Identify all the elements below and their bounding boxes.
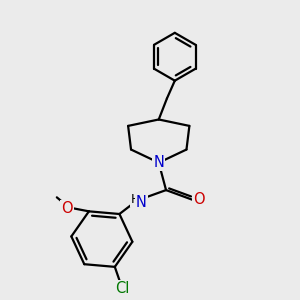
Text: N: N [136,195,147,210]
Text: N: N [153,155,164,170]
Text: O: O [61,201,73,216]
Text: H: H [131,193,140,206]
Text: O: O [193,192,205,207]
Text: Cl: Cl [115,281,130,296]
